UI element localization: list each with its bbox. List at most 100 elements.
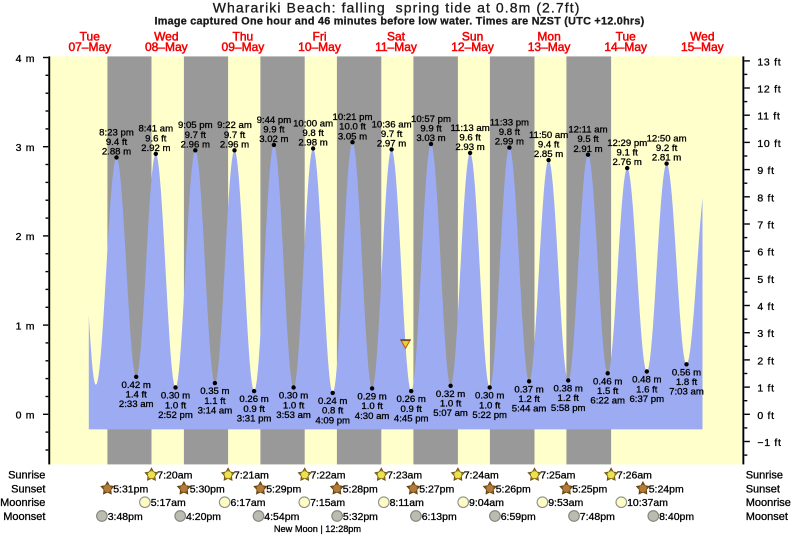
svg-text:12:29 pm: 12:29 pm <box>607 138 647 149</box>
svg-text:09–May: 09–May <box>222 40 265 54</box>
svg-text:11:50 am: 11:50 am <box>529 130 568 141</box>
svg-text:0 ft: 0 ft <box>757 410 774 422</box>
svg-text:7:23am: 7:23am <box>387 470 422 482</box>
svg-text:9:44 pm: 9:44 pm <box>257 115 292 126</box>
svg-text:Moonset: Moonset <box>3 511 45 523</box>
svg-text:0.38 m: 0.38 m <box>554 384 583 395</box>
svg-text:10:57 pm: 10:57 pm <box>411 114 451 125</box>
svg-text:11–May: 11–May <box>375 40 417 54</box>
svg-text:1.4 ft: 1.4 ft <box>126 390 148 401</box>
svg-text:3 m: 3 m <box>16 142 36 154</box>
svg-text:11 ft: 11 ft <box>757 111 780 123</box>
svg-text:7:26am: 7:26am <box>617 470 652 482</box>
svg-text:13 ft: 13 ft <box>757 56 781 68</box>
svg-text:Moonrise: Moonrise <box>0 497 45 509</box>
svg-text:8:40pm: 8:40pm <box>659 511 694 523</box>
svg-text:7:21am: 7:21am <box>234 470 269 482</box>
svg-text:4:20pm: 4:20pm <box>186 511 221 523</box>
svg-text:10:36 am: 10:36 am <box>372 119 412 130</box>
svg-text:2 m: 2 m <box>16 231 36 243</box>
svg-text:12:11 am: 12:11 am <box>568 125 607 136</box>
svg-text:07–May: 07–May <box>68 40 111 54</box>
svg-text:9 ft: 9 ft <box>757 165 774 177</box>
svg-text:5:58 pm: 5:58 pm <box>551 403 586 414</box>
svg-text:0.9 ft: 0.9 ft <box>243 404 265 415</box>
svg-text:Sun: Sun <box>462 30 483 44</box>
svg-text:10:21 pm: 10:21 pm <box>332 112 372 123</box>
svg-text:9.7 ft: 9.7 ft <box>185 130 207 141</box>
svg-text:1.6 ft: 1.6 ft <box>636 384 658 395</box>
svg-text:7 ft: 7 ft <box>757 220 774 232</box>
svg-text:9.4 ft: 9.4 ft <box>106 137 128 148</box>
svg-text:1.1 ft: 1.1 ft <box>204 396 226 407</box>
svg-text:9.1 ft: 9.1 ft <box>617 148 639 159</box>
svg-text:8:23 pm: 8:23 pm <box>99 127 134 138</box>
svg-text:9.7 ft: 9.7 ft <box>224 130 246 141</box>
svg-text:2.93 m: 2.93 m <box>455 142 484 153</box>
svg-text:2.91 m: 2.91 m <box>573 144 602 155</box>
svg-text:0.9 ft: 0.9 ft <box>401 404 423 415</box>
svg-text:5:32pm: 5:32pm <box>343 511 378 523</box>
svg-text:0.30 m: 0.30 m <box>279 391 308 402</box>
svg-text:6:22 am: 6:22 am <box>590 396 625 407</box>
svg-text:0.46 m: 0.46 m <box>593 376 622 387</box>
svg-text:11:13 am: 11:13 am <box>450 123 489 134</box>
svg-text:9:22 am: 9:22 am <box>217 120 252 131</box>
svg-text:Moonset: Moonset <box>746 511 788 523</box>
svg-text:3.03 m: 3.03 m <box>416 133 445 144</box>
svg-text:3:48pm: 3:48pm <box>108 511 143 523</box>
svg-text:9.8 ft: 9.8 ft <box>499 127 521 138</box>
svg-text:0.30 m: 0.30 m <box>475 391 504 402</box>
svg-text:9:53am: 9:53am <box>548 497 583 509</box>
svg-text:2:52 pm: 2:52 pm <box>158 410 193 421</box>
svg-text:Wed: Wed <box>690 30 714 44</box>
svg-text:1 ft: 1 ft <box>757 383 774 395</box>
svg-text:15–May: 15–May <box>681 40 724 54</box>
svg-text:5:44 am: 5:44 am <box>512 404 547 415</box>
svg-text:Wed: Wed <box>154 30 178 44</box>
svg-text:9.2 ft: 9.2 ft <box>656 143 678 154</box>
svg-text:8:11am: 8:11am <box>390 497 424 509</box>
svg-text:7:48pm: 7:48pm <box>580 511 615 523</box>
svg-text:11:33 pm: 11:33 pm <box>490 118 529 129</box>
svg-text:1.0 ft: 1.0 ft <box>440 399 462 410</box>
svg-text:Mon: Mon <box>537 30 560 44</box>
svg-text:9.7 ft: 9.7 ft <box>381 129 403 140</box>
svg-text:4 m: 4 m <box>16 53 36 65</box>
svg-text:7:22am: 7:22am <box>311 470 346 482</box>
svg-text:2.98 m: 2.98 m <box>298 138 327 149</box>
svg-text:2.99 m: 2.99 m <box>495 137 524 148</box>
svg-text:Tue: Tue <box>616 30 637 44</box>
svg-text:5:22 pm: 5:22 pm <box>472 410 507 421</box>
svg-text:Moonrise: Moonrise <box>746 497 791 509</box>
svg-text:5 ft: 5 ft <box>757 274 774 286</box>
svg-text:1.0 ft: 1.0 ft <box>361 401 383 412</box>
svg-text:10 ft: 10 ft <box>757 138 781 150</box>
svg-text:10:37am: 10:37am <box>627 497 668 509</box>
svg-text:2.96 m: 2.96 m <box>181 139 210 150</box>
svg-text:1 m: 1 m <box>16 320 36 332</box>
svg-text:0.32 m: 0.32 m <box>436 389 465 400</box>
svg-text:3 ft: 3 ft <box>757 328 774 340</box>
svg-text:9.4 ft: 9.4 ft <box>538 140 560 151</box>
svg-text:8 ft: 8 ft <box>757 192 774 204</box>
svg-text:10.0 ft: 10.0 ft <box>339 122 366 133</box>
svg-text:8:41 am: 8:41 am <box>138 124 173 135</box>
svg-text:0.26 m: 0.26 m <box>239 394 268 405</box>
svg-text:9.6 ft: 9.6 ft <box>459 132 481 143</box>
svg-text:2.76 m: 2.76 m <box>613 157 642 168</box>
svg-text:Fri: Fri <box>313 30 327 44</box>
svg-text:0.48 m: 0.48 m <box>632 375 661 386</box>
svg-text:1.5 ft: 1.5 ft <box>597 386 619 397</box>
svg-text:5:26pm: 5:26pm <box>496 483 531 495</box>
svg-text:0.30 m: 0.30 m <box>161 391 190 402</box>
svg-text:0.37 m: 0.37 m <box>514 384 543 395</box>
svg-text:7:20am: 7:20am <box>157 470 192 482</box>
svg-text:Sunset: Sunset <box>11 483 45 495</box>
svg-text:Sunrise: Sunrise <box>746 470 783 482</box>
svg-text:6 ft: 6 ft <box>757 247 774 259</box>
svg-text:10–May: 10–May <box>298 40 341 54</box>
svg-text:2.96 m: 2.96 m <box>220 139 249 150</box>
svg-text:9.6 ft: 9.6 ft <box>145 133 167 144</box>
svg-text:5:17am: 5:17am <box>151 497 186 509</box>
